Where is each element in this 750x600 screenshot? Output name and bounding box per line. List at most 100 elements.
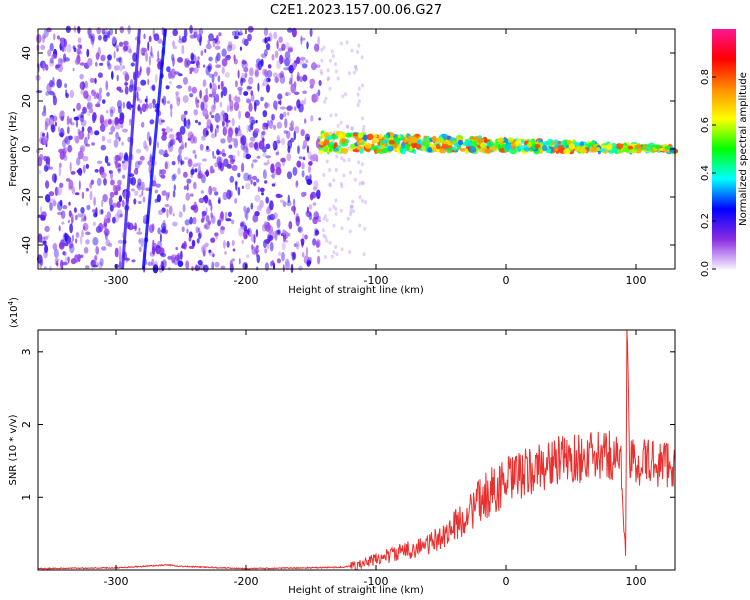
noise-cell: [152, 104, 156, 109]
noise-cell: [103, 228, 110, 237]
noise-cell: [70, 216, 74, 224]
noise-cell: [142, 196, 146, 203]
noise-cell: [314, 43, 320, 52]
noise-cell: [45, 180, 50, 189]
noise-cell: [143, 140, 147, 150]
noise-cell: [298, 103, 304, 113]
noise-cell: [193, 31, 198, 39]
noise-cell: [189, 193, 194, 197]
noise-cell: [73, 108, 75, 112]
noise-cell: [74, 58, 81, 65]
noise-cell: [287, 139, 293, 149]
noise-cell: [87, 58, 93, 67]
noise-cell: [249, 136, 256, 142]
noise-cell: [256, 178, 260, 183]
noise-cell: [107, 30, 111, 39]
noise-cell: [109, 191, 115, 198]
noise-cell: [357, 43, 361, 48]
noise-cell: [275, 161, 281, 170]
noise-cell: [241, 59, 245, 69]
noise-cell: [166, 66, 171, 73]
noise-cell: [104, 214, 108, 223]
noise-cell: [116, 100, 123, 109]
noise-cell: [237, 150, 240, 157]
noise-cell: [68, 135, 73, 141]
noise-cell: [210, 203, 213, 212]
snr-frame: [37, 329, 676, 571]
noise-cell: [301, 63, 308, 69]
noise-cell: [227, 41, 233, 49]
noise-cell: [170, 109, 173, 118]
noise-cell: [79, 73, 84, 80]
noise-cell: [66, 256, 70, 261]
noise-cell: [332, 204, 336, 209]
noise-cell: [209, 82, 212, 89]
noise-cell: [290, 106, 293, 110]
noise-cell: [332, 250, 336, 255]
noise-cell: [164, 229, 169, 235]
noise-cell: [334, 211, 338, 216]
noise-cell: [237, 186, 241, 196]
noise-cell: [45, 194, 51, 203]
noise-cell: [183, 240, 187, 250]
noise-cell: [63, 46, 67, 52]
signal-cell: [457, 139, 464, 146]
signal-cell: [415, 143, 422, 150]
noise-cell: [293, 198, 296, 207]
noise-cell: [67, 144, 73, 153]
noise-cell: [121, 160, 128, 171]
noise-cell: [229, 175, 235, 183]
noise-cell: [300, 35, 303, 45]
noise-cell: [277, 93, 283, 100]
noise-cell: [177, 154, 180, 165]
noise-cell: [325, 159, 329, 164]
noise-cell: [107, 138, 112, 144]
noise-cell: [229, 260, 233, 268]
noise-cell: [117, 179, 122, 186]
noise-cell: [172, 212, 175, 217]
noise-cell: [179, 134, 182, 140]
noise-cell: [208, 73, 213, 78]
noise-cell: [361, 83, 364, 88]
noise-cell: [356, 49, 359, 54]
noise-cell: [160, 169, 167, 175]
noise-cell: [171, 53, 175, 62]
noise-cell: [361, 116, 364, 121]
noise-cell: [99, 258, 104, 267]
noise-cell: [328, 168, 332, 172]
noise-cell: [219, 101, 223, 108]
noise-cell: [92, 221, 97, 227]
noise-cell: [239, 29, 243, 35]
noise-cell: [166, 100, 171, 104]
noise-cell: [187, 118, 190, 126]
noise-cell: [220, 91, 224, 98]
noise-cell: [213, 96, 216, 105]
noise-cell: [70, 122, 75, 126]
signal-cell: [579, 148, 587, 154]
noise-cell: [278, 251, 282, 257]
noise-cell: [156, 240, 163, 249]
noise-cell: [65, 89, 68, 97]
noise-cell: [80, 82, 83, 89]
noise-cell: [98, 87, 103, 94]
noise-cell: [328, 58, 332, 63]
y-tick-label: 0: [20, 146, 33, 153]
noise-cell: [287, 194, 290, 203]
noise-cell: [287, 111, 290, 116]
noise-cell: [221, 58, 228, 67]
spectrogram-x-label: Height of straight line (km): [288, 285, 424, 296]
noise-cell: [231, 137, 236, 142]
x-tick-label: 100: [626, 274, 647, 287]
noise-cell: [334, 69, 338, 74]
noise-cell: [322, 45, 326, 50]
noise-cell: [198, 197, 205, 204]
signal-cell: [444, 145, 453, 149]
noise-cell: [73, 47, 77, 52]
signal-cell: [345, 132, 353, 138]
noise-cell: [192, 149, 196, 155]
noise-cell: [70, 171, 76, 175]
noise-cell: [331, 54, 335, 59]
noise-cell: [83, 246, 89, 254]
noise-cell: [209, 111, 212, 116]
noise-cell: [284, 58, 290, 67]
